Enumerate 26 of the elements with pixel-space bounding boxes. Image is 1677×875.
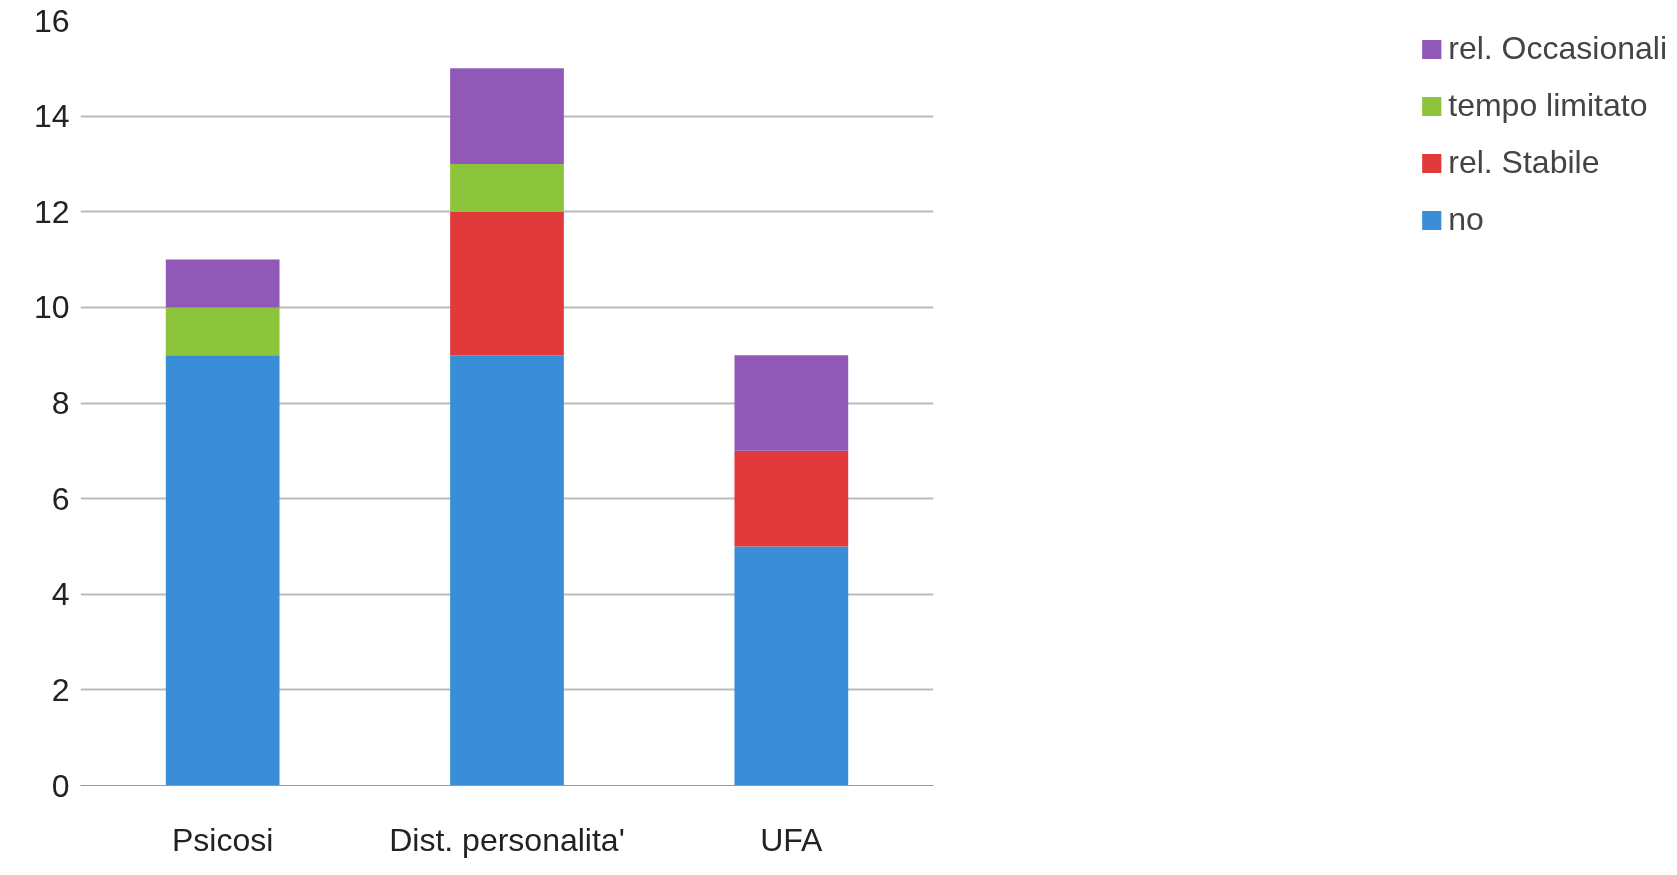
y-tick-label: 10 <box>33 289 70 326</box>
bar <box>450 355 564 786</box>
x-tick-label: UFA <box>760 821 824 858</box>
legend-label: no <box>1448 201 1484 238</box>
x-tick-label: Psicosi <box>171 821 274 858</box>
y-tick-label: 14 <box>33 98 70 135</box>
y-tick-label: 6 <box>51 480 70 517</box>
bar <box>165 307 280 356</box>
y-tick-label: 4 <box>51 576 70 613</box>
bar <box>734 450 849 547</box>
y-tick-label: 8 <box>51 385 70 421</box>
bar <box>165 259 280 308</box>
bar <box>734 546 849 786</box>
legend-label: tempo limitato <box>1448 87 1648 124</box>
y-tick-label: 16 <box>33 2 70 39</box>
y-tick-label: 2 <box>51 671 70 708</box>
y-tick-label: 12 <box>33 193 70 230</box>
bar <box>450 68 564 164</box>
y-tick-label: 0 <box>51 767 70 804</box>
bar <box>450 211 564 356</box>
legend-label: rel. Occasionali <box>1448 30 1667 67</box>
bar <box>165 355 280 786</box>
x-tick-label: Dist. personalita' <box>389 821 625 858</box>
legend-label: rel. Stabile <box>1448 144 1600 181</box>
bar <box>734 355 849 451</box>
bar <box>450 163 564 212</box>
